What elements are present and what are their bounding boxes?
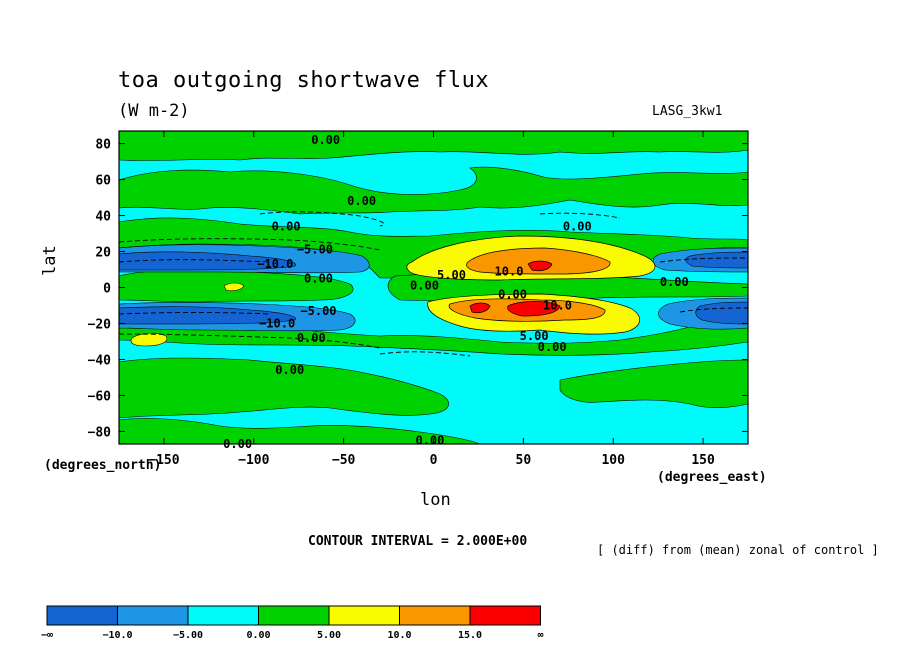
colorbar: −∞ −10.0 −5.00 0.00 5.00 10.0 15.0 ∞ bbox=[41, 605, 544, 641]
colorbar-label: 15.0 bbox=[458, 630, 482, 641]
core-darkblue-north bbox=[119, 251, 297, 271]
x-tick-label: −50 bbox=[332, 453, 356, 468]
x-axis-units: (degrees_east) bbox=[657, 470, 767, 485]
y-tick-label: 0 bbox=[103, 282, 111, 297]
chart-units: (W m-2) bbox=[118, 101, 190, 121]
x-tick-label: 150 bbox=[691, 453, 715, 468]
y-axis-units: (degrees_north) bbox=[44, 458, 162, 473]
core-darkblue-north-east bbox=[685, 251, 748, 269]
band-south-mid bbox=[119, 357, 449, 419]
negative-contours bbox=[119, 211, 748, 357]
contour-label: 0.00 bbox=[272, 219, 301, 233]
contour-interval-label: CONTOUR INTERVAL = 2.000E+00 bbox=[308, 534, 528, 549]
neg-contour-1 bbox=[259, 211, 385, 227]
contour-label: 0.00 bbox=[660, 275, 689, 289]
x-tick-label: −100 bbox=[238, 453, 269, 468]
core-darkblue-south-east bbox=[695, 301, 748, 325]
contour-label: 0.00 bbox=[498, 288, 527, 302]
contour-label: 5.00 bbox=[520, 329, 549, 343]
colorbar-swatch bbox=[46, 605, 118, 626]
contour-label: 0.00 bbox=[410, 279, 439, 293]
y-tick-label: 60 bbox=[95, 174, 111, 189]
x-tick-label: 100 bbox=[601, 453, 625, 468]
contour-label: 5.00 bbox=[437, 268, 466, 282]
colorbar-label: 0.00 bbox=[246, 630, 270, 641]
neg-contour-2 bbox=[119, 238, 381, 251]
contour-label: 0.00 bbox=[223, 437, 252, 451]
y-tick-label: 80 bbox=[95, 138, 111, 153]
neg-contour-8 bbox=[679, 307, 748, 313]
band-north-polar bbox=[119, 131, 748, 161]
core-red-south-1 bbox=[469, 302, 491, 314]
contour-label: 0.00 bbox=[311, 133, 340, 147]
patch-yellow-equator bbox=[223, 282, 245, 292]
x-tick-label: 50 bbox=[516, 453, 532, 468]
colorbar-swatch bbox=[328, 605, 400, 626]
colorbar-label: ∞ bbox=[537, 630, 543, 641]
colorbar-swatch bbox=[399, 605, 471, 626]
core-red-south-2 bbox=[507, 301, 561, 317]
neg-contour-3 bbox=[119, 259, 271, 263]
x-tick-label: −150 bbox=[148, 453, 179, 468]
core-darkblue-south bbox=[119, 306, 297, 325]
y-tick-label: −20 bbox=[88, 317, 112, 332]
colorbar-label: −∞ bbox=[41, 630, 53, 641]
contour-label: −5.00 bbox=[297, 243, 333, 257]
contour-label: −10.0 bbox=[259, 316, 295, 330]
y-tick-label: −60 bbox=[88, 389, 112, 404]
axis-ticks: −150 −100 −50 0 50 100 150 80 60 40 20 0 −20 −40 −60 −8… bbox=[88, 131, 748, 468]
contour-label: 0.00 bbox=[297, 331, 326, 345]
x-tick-label: 0 bbox=[430, 453, 438, 468]
chart-title: toa outgoing shortwave flux bbox=[118, 68, 490, 93]
contour-label: 0.00 bbox=[304, 272, 333, 286]
colorbar-label: −10.0 bbox=[102, 630, 132, 641]
core-red-north bbox=[527, 260, 553, 272]
y-tick-label: 40 bbox=[95, 210, 111, 225]
colorbar-swatch bbox=[258, 605, 330, 626]
neg-contour-6 bbox=[379, 351, 471, 357]
contour-label: 0.00 bbox=[563, 219, 592, 233]
contour-label: −10.0 bbox=[257, 257, 293, 271]
patch-yellow-west bbox=[130, 332, 168, 347]
contour-field bbox=[119, 131, 748, 444]
contour-label: 0.00 bbox=[347, 194, 376, 208]
neg-contour-9 bbox=[539, 212, 621, 219]
neg-contour-5 bbox=[119, 333, 381, 349]
neg-contour-7 bbox=[659, 257, 748, 263]
colorbar-swatch bbox=[187, 605, 259, 626]
y-tick-label: 20 bbox=[95, 246, 111, 261]
colorbar-label: −5.00 bbox=[173, 630, 203, 641]
contour-label: 0.00 bbox=[538, 340, 567, 354]
contour-label: 10.0 bbox=[543, 298, 572, 312]
x-axis-label: lon bbox=[420, 490, 451, 510]
contour-label: 0.00 bbox=[415, 433, 444, 447]
difference-note: [ (diff) from (mean) zonal of control ] bbox=[597, 543, 879, 557]
band-southeast bbox=[559, 359, 748, 409]
contour-labels: 0.000.000.00−5.00−10.00.000.00−5.00−10.0… bbox=[223, 133, 689, 451]
colorbar-label: 5.00 bbox=[317, 630, 341, 641]
y-tick-label: −40 bbox=[88, 353, 112, 368]
colorbar-swatch bbox=[469, 605, 541, 626]
contour-label: 10.0 bbox=[495, 264, 524, 278]
contour-label: −5.00 bbox=[300, 304, 336, 318]
neg-contour-4 bbox=[119, 312, 271, 315]
model-label: LASG_3kw1 bbox=[652, 104, 723, 119]
band-south-polar bbox=[119, 418, 481, 444]
colorbar-swatch bbox=[117, 605, 189, 626]
colorbar-label: 10.0 bbox=[387, 630, 411, 641]
contour-label: 0.00 bbox=[275, 363, 304, 377]
y-tick-label: −80 bbox=[88, 425, 112, 440]
